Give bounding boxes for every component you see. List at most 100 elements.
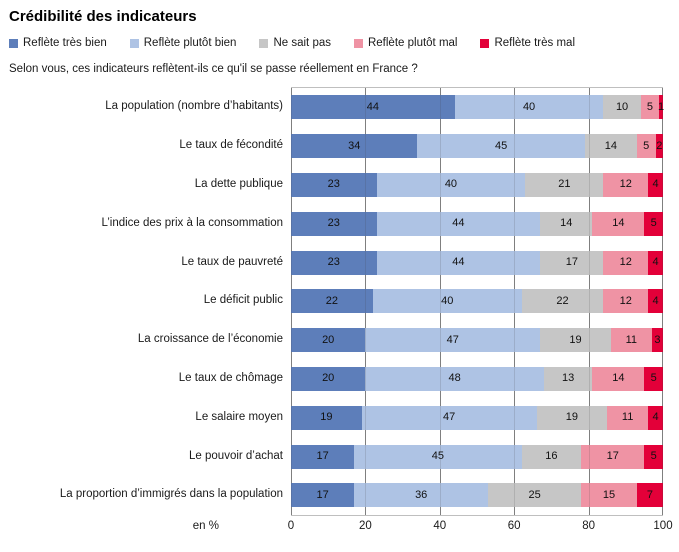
bar-value-label: 44 <box>366 100 379 113</box>
bar-value-label: 2 <box>656 139 663 152</box>
bar-segment: 34 <box>291 134 418 159</box>
legend-swatch-icon <box>9 38 18 48</box>
category-labels-column: La population (nombre d’habitants) Le tau… <box>0 87 291 516</box>
bar-value-label: 4 <box>652 411 659 424</box>
chart-subtitle: Selon vous, ces indicateurs reflètent-il… <box>9 63 418 75</box>
stacked-bar: 19 47 19 11 4 <box>291 405 663 430</box>
bar-segment: 1 <box>658 95 665 120</box>
bar-segment: 3 <box>651 328 663 353</box>
stacked-bar: 17 36 25 15 7 <box>291 483 663 508</box>
legend-swatch-icon <box>259 38 269 48</box>
stacked-bar-chart: La population (nombre d’habitants) Le tau… <box>0 87 679 516</box>
bar-value-label: 22 <box>556 294 569 307</box>
bar-segment: 17 <box>581 444 645 469</box>
bar-segment: 16 <box>521 444 582 469</box>
gridline <box>365 88 367 515</box>
bar-value-label: 40 <box>444 178 458 191</box>
legend-item: Reflète très bien <box>9 37 107 49</box>
x-axis: en % 0 20 40 60 80 100 <box>0 520 679 536</box>
bar-value-label: 45 <box>431 450 445 463</box>
bar-segment: 44 <box>376 211 541 236</box>
bar-value-label: 19 <box>320 411 333 424</box>
bar-segment: 4 <box>648 172 663 197</box>
stacked-bar: 20 47 19 11 3 <box>291 328 663 353</box>
bar-value-label: 25 <box>528 488 541 501</box>
bar-row: 22 40 22 12 4 <box>291 282 663 321</box>
bar-value-label: 47 <box>442 411 456 424</box>
bar-row: 17 45 16 17 5 <box>291 437 663 476</box>
bar-value-label: 11 <box>621 411 634 424</box>
bar-value-label: 23 <box>327 178 340 191</box>
bar-value-label: 14 <box>612 372 625 385</box>
bar-segment: 44 <box>291 95 455 120</box>
bar-segment: 4 <box>648 405 663 430</box>
bar-segment: 13 <box>543 366 593 391</box>
bar-value-label: 17 <box>606 450 619 463</box>
bar-value-label: 3 <box>654 333 661 346</box>
bar-segment: 5 <box>644 444 663 469</box>
bar-value-label: 12 <box>619 178 632 191</box>
category-label: Le taux de pauvreté <box>181 255 283 268</box>
plot-area: 44 40 10 5 1 34 45 14 5 2 23 40 21 12 4 23 44 14 14 5 23 44 17… <box>291 87 665 516</box>
gridlines-front <box>291 88 663 515</box>
bar-segment: 5 <box>640 95 660 120</box>
bar-value-label: 40 <box>441 294 454 307</box>
category-label: Le taux de fécondité <box>179 139 283 152</box>
bar-segment: 11 <box>610 328 652 353</box>
bar-value-label: 5 <box>650 450 657 463</box>
bar-value-label: 1 <box>658 100 665 113</box>
gridline <box>291 88 292 515</box>
stacked-bar: 23 44 17 12 4 <box>291 250 663 275</box>
bar-segment: 2 <box>655 134 663 159</box>
legend-label: Reflète plutôt bien <box>143 37 237 49</box>
bar-segment: 14 <box>592 366 645 391</box>
bar-value-label: 48 <box>448 372 461 385</box>
bar-value-label: 17 <box>316 450 329 463</box>
category-label: L’indice des prix à la consommation <box>101 216 283 229</box>
bar-value-label: 11 <box>625 333 638 346</box>
bar-segment: 48 <box>365 366 544 391</box>
category-label: Le salaire moyen <box>195 410 283 423</box>
bar-value-label: 19 <box>569 333 582 346</box>
bar-value-label: 45 <box>495 139 508 152</box>
bar-rows: 44 40 10 5 1 34 45 14 5 2 23 40 21 12 4 23 44 14 14 5 23 44 17… <box>291 88 665 515</box>
bar-segment: 11 <box>607 405 649 430</box>
category-label: La population (nombre d’habitants) <box>105 100 283 113</box>
bar-row: 23 40 21 12 4 <box>291 166 663 205</box>
page-title: Crédibilité des indicateurs <box>9 8 197 25</box>
bar-value-label: 7 <box>646 488 654 501</box>
bar-value-label: 23 <box>327 217 340 230</box>
bar-row: 23 44 17 12 4 <box>291 243 663 282</box>
bar-row: 23 44 14 14 5 <box>291 204 663 243</box>
legend-swatch-icon <box>353 38 363 48</box>
bar-segment: 45 <box>354 444 522 469</box>
bar-value-label: 44 <box>452 217 465 230</box>
bar-segment: 12 <box>603 250 649 275</box>
bar-value-label: 44 <box>452 256 465 269</box>
bar-segment: 19 <box>291 405 362 430</box>
x-axis-ticks: 0 20 40 60 80 100 <box>288 520 673 536</box>
bar-row: 34 45 14 5 2 <box>291 127 663 166</box>
bar-segment: 23 <box>291 211 377 236</box>
bar-row: 44 40 10 5 1 <box>291 88 665 127</box>
bar-value-label: 15 <box>602 488 616 501</box>
bar-value-label: 14 <box>560 217 573 230</box>
bar-segment: 17 <box>540 250 604 275</box>
bar-value-label: 21 <box>558 178 571 191</box>
category-label: Le taux de chômage <box>178 371 283 384</box>
bar-segment: 20 <box>291 328 366 353</box>
bar-segment: 47 <box>361 405 537 430</box>
category-label: La proportion d’immigrés dans la populat… <box>59 488 283 501</box>
bar-segment: 23 <box>291 250 377 275</box>
bar-segment: 44 <box>376 250 541 275</box>
gridline <box>588 88 590 515</box>
bar-segment: 19 <box>540 328 611 353</box>
bar-value-label: 34 <box>348 139 361 152</box>
bar-row: 19 47 19 11 4 <box>291 398 663 437</box>
category-label: La dette publique <box>194 177 283 190</box>
legend-item: Reflète plutôt bien <box>129 37 237 49</box>
bar-segment: 14 <box>540 211 593 236</box>
bar-value-label: 4 <box>652 256 659 269</box>
bar-segment: 19 <box>536 405 608 430</box>
bar-segment: 4 <box>648 250 663 275</box>
